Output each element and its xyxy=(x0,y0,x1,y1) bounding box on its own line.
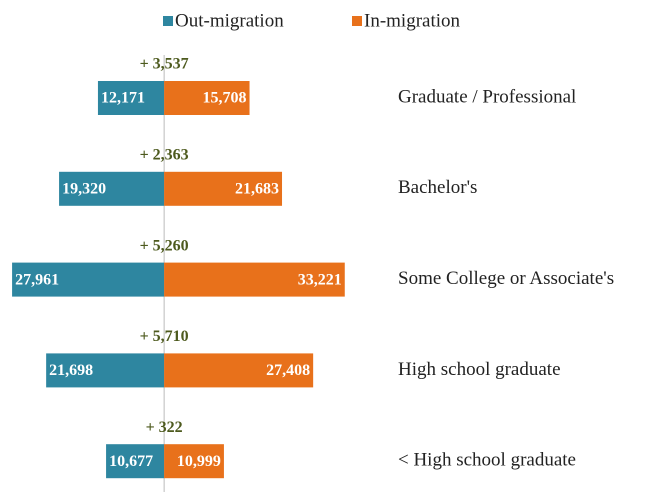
value-label: 10,999 xyxy=(177,453,221,470)
legend-swatch xyxy=(352,16,362,26)
bar xyxy=(164,81,250,115)
bar xyxy=(164,262,345,297)
bar xyxy=(46,353,165,388)
value-label: 27,408 xyxy=(266,362,310,379)
category-label: Bachelor's xyxy=(398,177,477,198)
value-label: 27,961 xyxy=(15,271,59,288)
bar xyxy=(12,262,165,297)
value-label: 33,221 xyxy=(298,271,342,288)
value-label: 10,677 xyxy=(109,453,153,470)
value-label: 15,708 xyxy=(203,90,247,107)
bar xyxy=(164,353,314,388)
net-annotation: + 3,537 xyxy=(140,56,189,73)
net-annotation: + 322 xyxy=(146,419,183,436)
category-label: Some College or Associate's xyxy=(398,268,614,289)
legend-swatch xyxy=(163,16,173,26)
category-label: < High school graduate xyxy=(398,450,576,471)
value-label: 19,320 xyxy=(62,180,106,197)
net-annotation: + 5,260 xyxy=(140,237,189,254)
category-label: High school graduate xyxy=(398,359,561,380)
bar xyxy=(97,81,165,115)
bar xyxy=(164,171,283,206)
value-label: 21,683 xyxy=(235,180,279,197)
category-label: Graduate / Professional xyxy=(398,86,576,107)
legend-label: Out-migration xyxy=(175,10,284,31)
bar xyxy=(59,171,165,206)
net-annotation: + 2,363 xyxy=(140,146,189,163)
value-label: 12,171 xyxy=(101,90,145,107)
net-annotation: + 5,710 xyxy=(140,328,189,345)
bar xyxy=(106,444,165,479)
bar xyxy=(164,444,224,479)
value-label: 21,698 xyxy=(49,362,93,379)
legend-label: In-migration xyxy=(364,10,461,31)
